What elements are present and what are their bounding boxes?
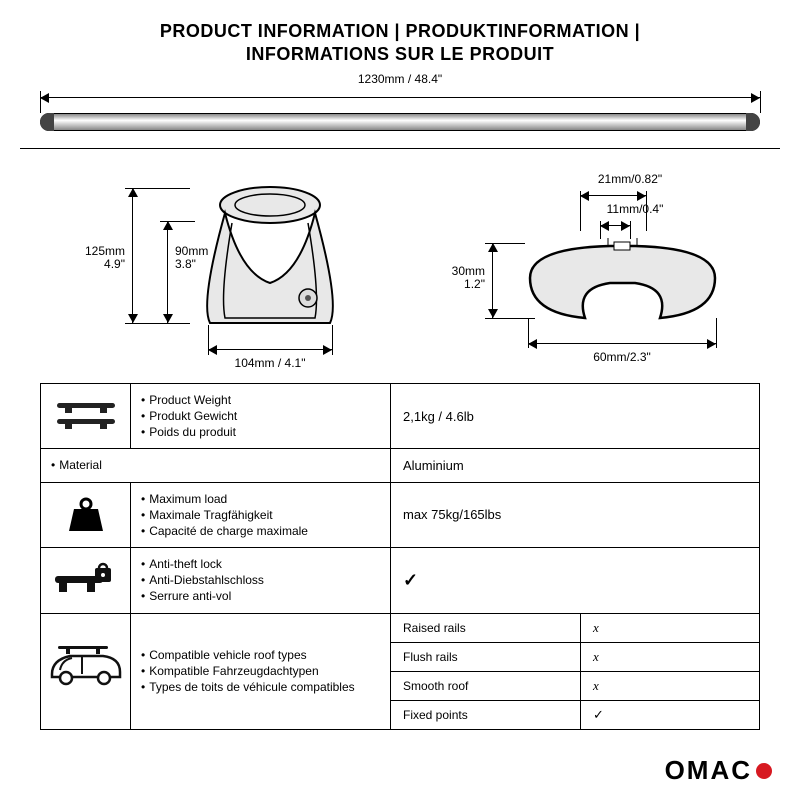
fixed-points-label: Fixed points [391, 701, 581, 729]
compat-subgrid: Raised railsx Flush railsx Smooth roofx … [391, 614, 759, 729]
foot-profile-icon [190, 183, 350, 333]
smooth-roof-val: x [581, 672, 759, 700]
row-weight: Product Weight Produkt Gewicht Poids du … [41, 384, 759, 449]
weight-value: 2,1kg / 4.6lb [391, 384, 759, 449]
lock-icon [41, 548, 131, 613]
compat-label: Compatible vehicle roof types Kompatible… [131, 614, 391, 729]
material-value: Aluminium [391, 449, 759, 481]
load-label: Maximum load Maximale Tragfähigkeit Capa… [131, 483, 391, 548]
car-icon [41, 614, 131, 729]
page-title: PRODUCT INFORMATION | PRODUKTINFORMATION… [0, 0, 800, 73]
row-compat: Compatible vehicle roof types Kompatible… [41, 613, 759, 729]
dim-foot-height-outer: 125mm4.9" [75, 245, 125, 271]
weight-icon [41, 483, 131, 548]
brand-dot-icon [756, 763, 772, 779]
fixed-points-val: ✓ [581, 701, 759, 729]
dim-foot-width: 104mm / 4.1" [208, 357, 332, 370]
dim-top-slot: 21mm/0.82" [570, 173, 690, 186]
load-value: max 75kg/165lbs [391, 483, 759, 548]
rails-icon [41, 384, 131, 449]
smooth-roof-label: Smooth roof [391, 672, 581, 700]
row-material: Material Aluminium [41, 448, 759, 481]
spec-table: Product Weight Produkt Gewicht Poids du … [40, 383, 760, 730]
brand-logo: OMAC [665, 755, 772, 786]
crossbar-rail-icon [40, 113, 760, 131]
flush-rails-label: Flush rails [391, 643, 581, 671]
dim-profile-width: 60mm/2.3" [528, 351, 716, 364]
dimension-diagram: 1230mm / 48.4" 125mm4.9" 90mm3.8" 104mm … [20, 73, 780, 373]
dim-profile-height: 30mm1.2" [440, 265, 485, 291]
flush-rails-val: x [581, 643, 759, 671]
title-line-2: INFORMATIONS SUR LE PRODUIT [40, 43, 760, 66]
weight-label: Product Weight Produkt Gewicht Poids du … [131, 384, 391, 449]
row-load: Maximum load Maximale Tragfähigkeit Capa… [41, 482, 759, 548]
dim-bar-length: 1230mm / 48.4" [20, 73, 780, 86]
material-label: Material [41, 449, 391, 481]
raised-rails-val: x [581, 614, 759, 642]
lock-label: Anti-theft lock Anti-Diebstahlschloss Se… [131, 548, 391, 613]
row-lock: Anti-theft lock Anti-Diebstahlschloss Se… [41, 547, 759, 613]
lock-value: ✓ [391, 548, 759, 613]
title-line-1: PRODUCT INFORMATION | PRODUKTINFORMATION… [40, 20, 760, 43]
raised-rails-label: Raised rails [391, 614, 581, 642]
dim-foot-height-inner: 90mm3.8" [175, 245, 208, 271]
crossbar-section-icon [520, 238, 720, 338]
dim-inner-slot: 11mm/0.4" [580, 203, 690, 216]
